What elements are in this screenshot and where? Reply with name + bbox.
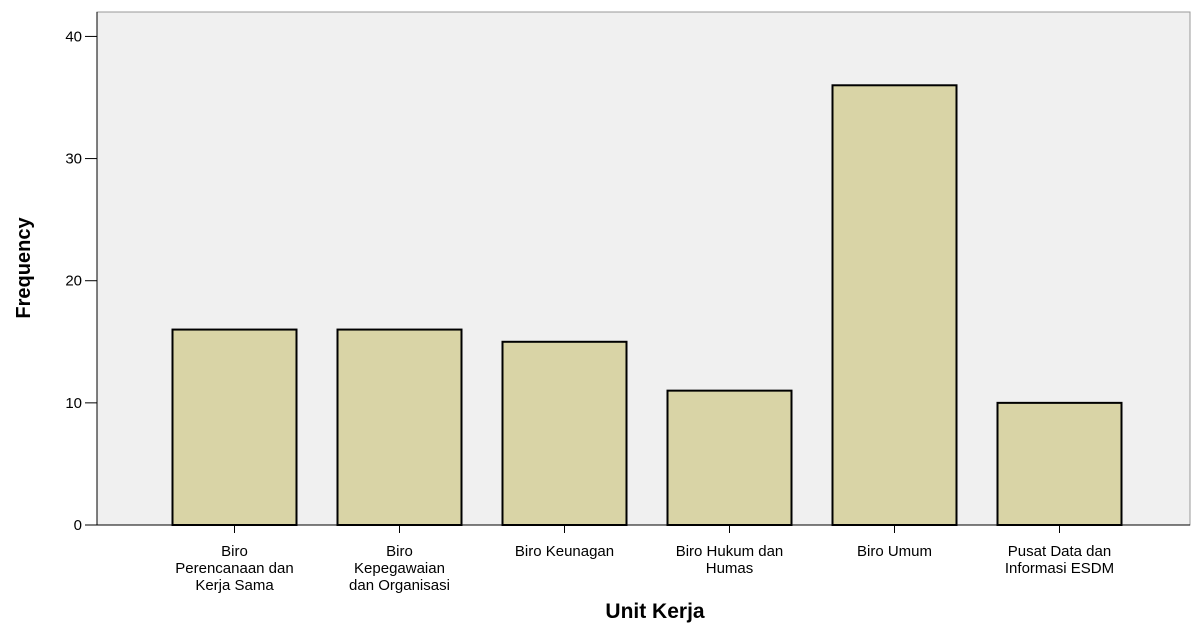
y-tick-label: 30 [65,151,82,168]
y-axis-title: Frequency [13,217,35,319]
bar [171,328,298,527]
x-tick-label: Biro Umum [856,543,932,560]
bar [336,328,463,527]
x-tick-label: Biro Kepegawaian dan Organisasi [349,543,450,594]
x-tick-label: Biro Keunagan [514,543,615,560]
bar [831,84,958,527]
x-tick-label: Pusat Data dan Informasi ESDM [1004,543,1115,577]
y-tick-label: 10 [65,395,82,412]
bar [666,389,793,526]
bar [996,401,1123,527]
x-axis-title: Unit Kerja [605,600,705,623]
bar [501,340,628,526]
y-tick-label: 20 [65,273,82,290]
y-tick-label: 40 [65,28,82,45]
x-tick-label: Biro Hukum dan Humas [675,543,784,577]
x-tick-label: Biro Perencanaan dan Kerja Sama [175,543,294,594]
y-tick-label: 0 [74,517,82,534]
